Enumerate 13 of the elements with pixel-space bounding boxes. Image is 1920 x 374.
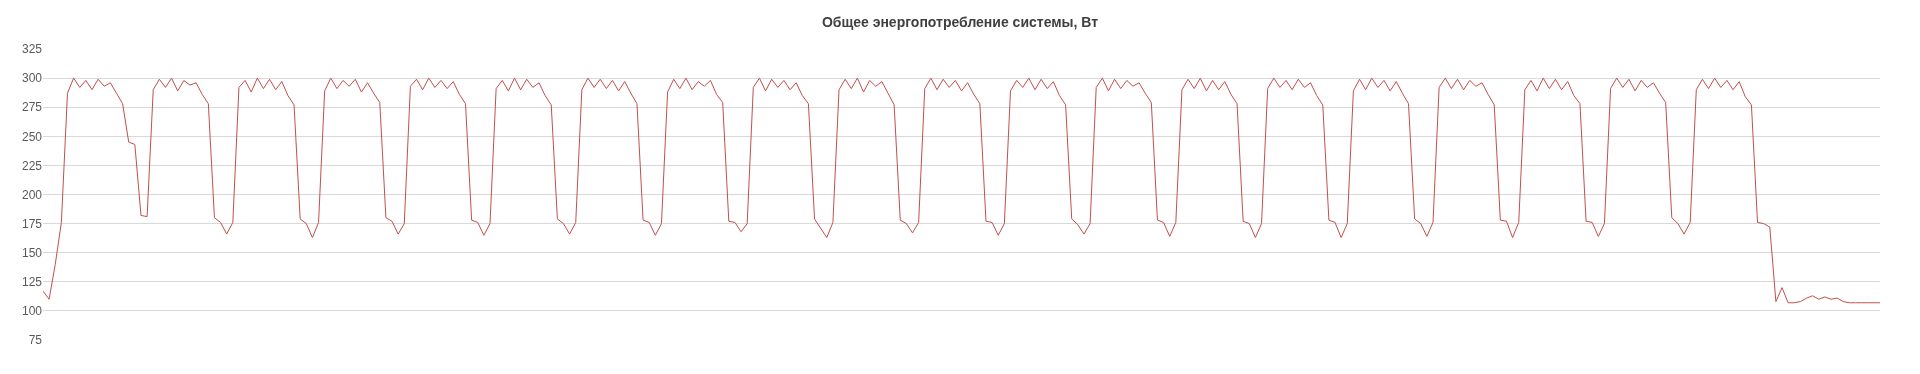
chart-title: Общее энергопотребление системы, Вт: [821, 13, 1099, 30]
y-tick-label: 325: [21, 42, 43, 57]
y-tick-label: 300: [21, 71, 43, 86]
y-tick-label: 125: [21, 275, 43, 289]
y-tick-label: 275: [21, 100, 43, 115]
y-tick-label: 225: [21, 158, 43, 173]
y-tick-label: 150: [21, 245, 43, 260]
y-tick-label: 250: [21, 129, 43, 144]
line-series: [43, 77, 1880, 304]
y-tick-label: 200: [21, 187, 43, 202]
y-tick-label: 100: [21, 304, 43, 319]
y-tick-label: 75: [28, 333, 43, 348]
y-tick-label: 175: [21, 216, 43, 231]
